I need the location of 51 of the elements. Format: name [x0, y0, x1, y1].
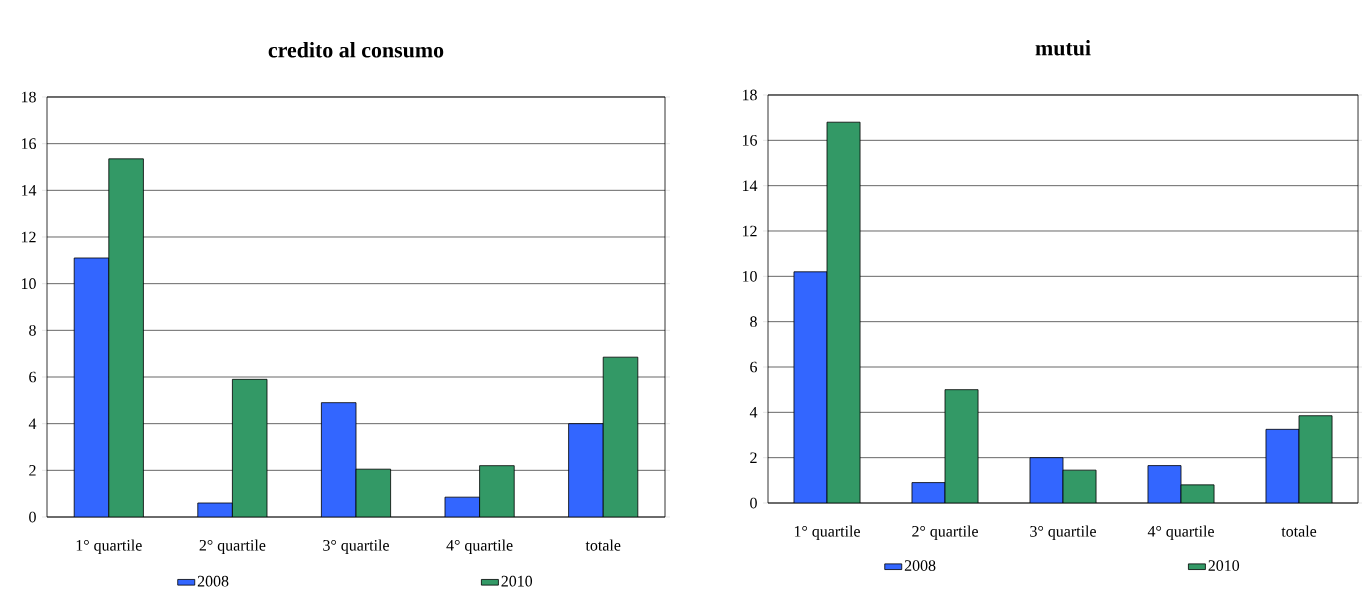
- x-tick-label: totale: [1281, 525, 1317, 537]
- bar: [568, 423, 604, 517]
- y-tick-label: 8: [29, 324, 36, 336]
- bar: [793, 271, 828, 503]
- x-tick-label: 4° quartile: [1147, 525, 1214, 540]
- bar: [826, 121, 861, 503]
- x-tick-label: 3° quartile: [323, 539, 389, 554]
- legend-label: 2008: [904, 560, 936, 571]
- legend-label: 2010: [1208, 560, 1240, 571]
- y-tick-label: 10: [21, 278, 36, 290]
- y-tick-label: 0: [750, 497, 757, 509]
- bar: [73, 257, 110, 517]
- x-tick-label: totale: [585, 539, 621, 551]
- x-tick-label: 2° quartile: [199, 539, 266, 554]
- y-tick-label: 0: [29, 511, 36, 523]
- bar: [944, 389, 979, 503]
- y-tick-label: 16: [742, 134, 758, 146]
- x-tick-label: 1° quartile: [76, 539, 142, 554]
- y-tick-label: 2: [29, 465, 36, 476]
- y-tick-label: 14: [742, 180, 758, 191]
- legend-label: 2010: [501, 575, 533, 587]
- y-tick-label: 18: [21, 91, 36, 103]
- y-tick-label: 18: [742, 89, 757, 101]
- y-tick-label: 4: [28, 418, 37, 429]
- y-tick-label: 16: [21, 138, 37, 150]
- x-tick-label: 4° quartile: [446, 539, 513, 554]
- x-tick-label: 1° quartile: [794, 525, 860, 540]
- chart-title: credito al consumo: [268, 42, 444, 58]
- bar: [1298, 415, 1333, 503]
- bar: [479, 465, 515, 517]
- y-tick-label: 4: [749, 407, 758, 418]
- chart-title: mutui: [1035, 40, 1091, 56]
- bar: [1029, 457, 1064, 503]
- y-tick-label: 6: [750, 361, 758, 373]
- y-tick-label: 12: [21, 231, 36, 243]
- x-tick-label: 3° quartile: [1030, 525, 1096, 540]
- bar: [602, 356, 639, 517]
- bar: [355, 468, 392, 517]
- x-tick-label: 2° quartile: [912, 525, 978, 540]
- bar: [232, 378, 268, 517]
- y-tick-label: 12: [742, 225, 757, 237]
- bar: [108, 158, 144, 517]
- bar: [320, 402, 357, 517]
- legend-label: 2008: [197, 575, 229, 587]
- y-tick-label: 8: [750, 316, 757, 328]
- y-tick-label: 2: [750, 452, 757, 463]
- y-tick-label: 6: [29, 371, 37, 383]
- y-tick-label: 14: [21, 185, 37, 196]
- bar: [1265, 428, 1300, 503]
- y-tick-label: 10: [742, 270, 757, 282]
- bar: [1147, 465, 1182, 503]
